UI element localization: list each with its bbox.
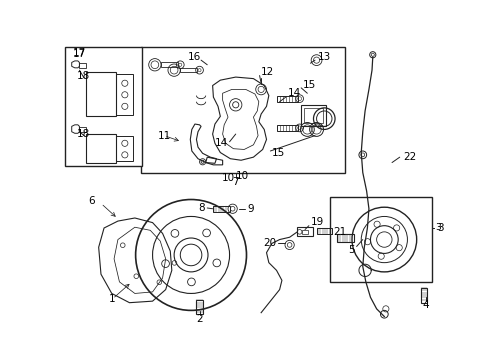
- Text: 1: 1: [109, 294, 116, 304]
- Text: 9: 9: [247, 204, 254, 214]
- Text: 21: 21: [334, 227, 347, 237]
- Text: 14: 14: [215, 138, 228, 148]
- Bar: [79, 127, 86, 132]
- Text: 4: 4: [422, 300, 429, 310]
- Bar: [304, 108, 323, 123]
- Text: 16: 16: [188, 52, 201, 62]
- Bar: [421, 288, 427, 303]
- Bar: [141, 47, 345, 172]
- Text: 15: 15: [303, 80, 316, 90]
- Text: 18: 18: [76, 129, 90, 139]
- Text: 2: 2: [196, 314, 203, 324]
- Text: 3: 3: [435, 224, 441, 233]
- Text: 11: 11: [157, 131, 171, 141]
- Bar: [79, 63, 86, 68]
- Bar: [213, 206, 229, 212]
- Bar: [317, 228, 332, 234]
- Text: 17: 17: [74, 49, 87, 59]
- Text: 8: 8: [198, 203, 205, 213]
- Bar: [161, 62, 178, 67]
- Bar: [337, 234, 354, 242]
- Text: 20: 20: [264, 238, 276, 248]
- Text: 10: 10: [236, 171, 249, 181]
- Bar: [65, 47, 142, 166]
- Text: 14: 14: [287, 88, 300, 98]
- Text: 6: 6: [88, 196, 95, 206]
- Bar: [302, 230, 308, 234]
- Text: 18: 18: [76, 71, 90, 81]
- Bar: [297, 227, 313, 237]
- Text: 10: 10: [221, 173, 235, 183]
- Text: 19: 19: [311, 217, 324, 227]
- Bar: [117, 74, 133, 115]
- Bar: [276, 125, 298, 131]
- Text: 22: 22: [403, 152, 416, 162]
- Text: 15: 15: [272, 148, 285, 158]
- Text: 5: 5: [348, 244, 355, 255]
- Text: 12: 12: [261, 67, 274, 77]
- Text: 13: 13: [318, 52, 331, 62]
- Bar: [196, 300, 203, 314]
- Bar: [276, 95, 298, 102]
- Text: 7: 7: [232, 177, 239, 187]
- Text: 3: 3: [438, 223, 444, 233]
- Bar: [330, 197, 432, 282]
- Bar: [301, 105, 326, 126]
- Bar: [117, 136, 133, 161]
- Text: 17: 17: [74, 48, 87, 58]
- Bar: [180, 68, 197, 72]
